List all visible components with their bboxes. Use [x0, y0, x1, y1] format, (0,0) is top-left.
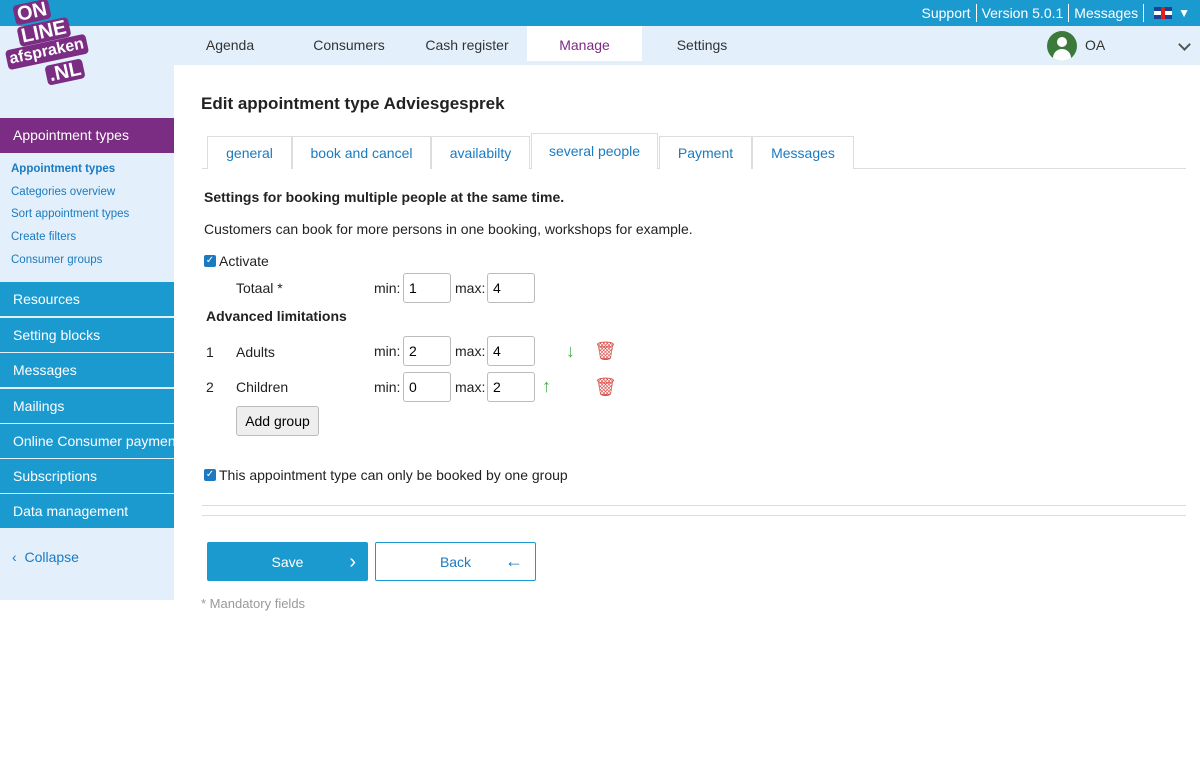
add-group-button[interactable]: Add group — [236, 406, 319, 436]
logo[interactable]: ON LINE afspraken .NL — [4, 0, 116, 86]
sidebar-item-online-payments[interactable]: Online Consumer payments — [0, 424, 174, 458]
sidebar-sub-categories[interactable]: Categories overview — [11, 186, 116, 198]
one-group-checkbox[interactable]: ✓ — [204, 469, 216, 481]
group-min-input[interactable] — [403, 336, 451, 366]
language-dropdown-icon[interactable]: ▼ — [1178, 6, 1190, 20]
group-name: Children — [236, 379, 289, 395]
total-min-input[interactable] — [403, 273, 451, 303]
total-label: Totaal * — [236, 280, 283, 296]
chevron-down-icon[interactable] — [1178, 38, 1191, 51]
activate-checkbox[interactable]: ✓ — [204, 255, 216, 267]
nav-settings[interactable]: Settings — [676, 37, 728, 53]
section-description: Customers can book for more persons in o… — [204, 221, 693, 237]
divider — [202, 505, 1186, 506]
sidebar-sub-filters[interactable]: Create filters — [11, 231, 77, 243]
sidebar-sub-consumer-groups[interactable]: Consumer groups — [11, 254, 103, 266]
group-number: 2 — [206, 379, 214, 395]
nav-consumers[interactable]: Consumers — [313, 37, 385, 53]
arrow-up-icon[interactable]: ↑ — [542, 376, 551, 396]
activate-label: Activate — [219, 253, 269, 269]
group-min-input[interactable] — [403, 372, 451, 402]
group-name: Adults — [236, 344, 275, 360]
uk-flag-icon[interactable] — [1154, 7, 1173, 19]
version-link[interactable]: Version 5.0.1 — [977, 4, 1070, 22]
collapse-button[interactable]: ‹ Collapse — [12, 549, 79, 565]
max-label: max: — [455, 379, 486, 395]
chevron-left-icon: ‹ — [12, 549, 25, 565]
sidebar-item-messages[interactable]: Messages — [0, 353, 174, 387]
mandatory-note: * Mandatory fields — [201, 596, 306, 611]
min-label: min: — [374, 343, 401, 359]
total-max-input[interactable] — [487, 273, 535, 303]
trash-icon[interactable]: 🗑 — [594, 377, 617, 397]
messages-link[interactable]: Messages — [1069, 4, 1145, 22]
main-nav: Agenda Consumers Cash register Manage Se… — [0, 26, 1200, 65]
trash-icon[interactable]: 🗑 — [594, 341, 617, 361]
back-label: Back — [439, 553, 472, 570]
sidebar-item-setting-blocks[interactable]: Setting blocks — [0, 318, 174, 352]
top-bar: Support Version 5.0.1 Messages ▼ — [0, 0, 1200, 26]
arrow-down-icon[interactable]: ↓ — [566, 341, 575, 361]
section-heading: Settings for booking multiple people at … — [204, 189, 565, 205]
user-initials[interactable]: OA — [1085, 37, 1106, 53]
support-link[interactable]: Support — [917, 4, 977, 22]
sidebar-item-data-management[interactable]: Data management — [0, 494, 174, 528]
tab-payment[interactable]: Payment — [659, 136, 752, 169]
sidebar: Appointment types Appointment types Cate… — [0, 65, 174, 600]
page-title: Edit appointment type Adviesgesprek — [201, 94, 505, 113]
max-label: max: — [455, 343, 486, 359]
one-group-label: This appointment type can only be booked… — [219, 467, 568, 483]
collapse-label: Collapse — [24, 549, 79, 565]
sidebar-sub-sort[interactable]: Sort appointment types — [11, 208, 130, 220]
tab-general[interactable]: general — [207, 136, 292, 169]
sidebar-item-mailings[interactable]: Mailings — [0, 389, 174, 423]
back-button[interactable]: Back ← — [375, 542, 536, 581]
save-button[interactable]: Save › — [207, 542, 368, 581]
group-number: 1 — [206, 344, 214, 360]
arrow-left-icon: ← — [505, 551, 523, 571]
save-label: Save — [271, 553, 304, 570]
avatar[interactable] — [1047, 31, 1077, 61]
sidebar-item-subscriptions[interactable]: Subscriptions — [0, 459, 174, 493]
tab-several-people[interactable]: several people — [531, 133, 658, 169]
min-label: min: — [374, 280, 401, 296]
chevron-right-icon: › — [349, 551, 356, 573]
group-max-input[interactable] — [487, 372, 535, 402]
sidebar-sub-appointment-types[interactable]: Appointment types — [11, 163, 116, 175]
advanced-heading: Advanced limitations — [206, 308, 347, 324]
nav-cash-register[interactable]: Cash register — [425, 37, 509, 53]
nav-agenda[interactable]: Agenda — [205, 37, 255, 53]
sidebar-header[interactable]: Appointment types — [0, 118, 174, 153]
nav-manage[interactable]: Manage — [527, 26, 642, 61]
tab-availability[interactable]: availabilty — [431, 136, 530, 169]
group-max-input[interactable] — [487, 336, 535, 366]
sidebar-item-resources[interactable]: Resources — [0, 282, 174, 316]
min-label: min: — [374, 379, 401, 395]
tab-book-and-cancel[interactable]: book and cancel — [292, 136, 431, 169]
max-label: max: — [455, 280, 486, 296]
divider — [202, 515, 1186, 516]
tab-messages[interactable]: Messages — [752, 136, 854, 169]
logo-line: .NL — [44, 58, 86, 86]
